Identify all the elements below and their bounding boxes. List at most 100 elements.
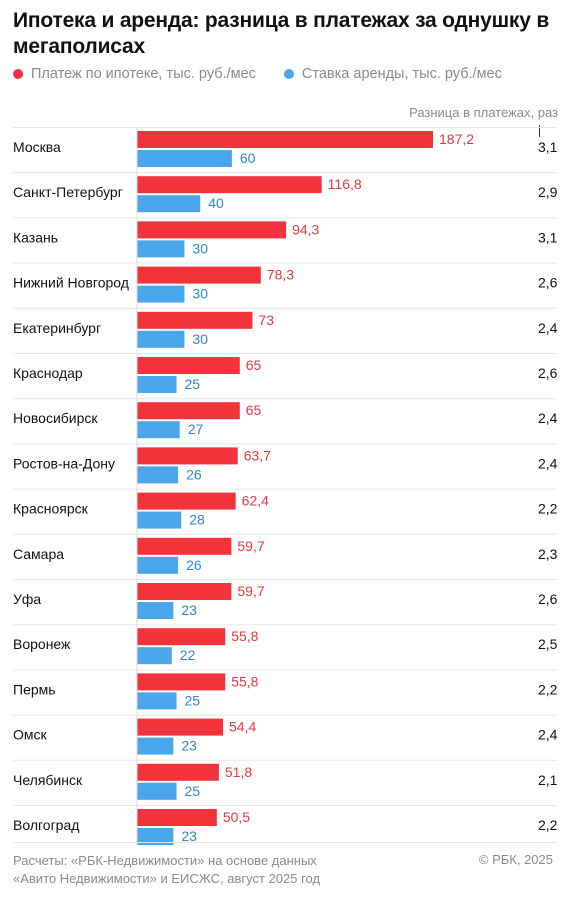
ratio-value-label: 2,4: [538, 455, 558, 471]
mortgage-bar: [137, 673, 226, 691]
mortgage-bar: [137, 763, 219, 781]
category-label: Новосибирск: [13, 410, 98, 426]
mortgage-value-label: 62,4: [242, 493, 269, 509]
mortgage-value-label: 187,2: [439, 131, 474, 147]
rent-bar: [137, 511, 182, 529]
ratio-value-label: 2,4: [538, 410, 558, 426]
mortgage-value-label: 59,7: [237, 538, 264, 554]
ratio-value-label: 2,5: [538, 636, 558, 652]
category-label: Екатеринбург: [13, 320, 101, 336]
footer-divider: [13, 842, 557, 843]
rent-bar: [137, 647, 172, 665]
rent-bar: [137, 782, 177, 800]
category-label: Казань: [13, 229, 58, 245]
category-label: Пермь: [13, 681, 56, 697]
category-label: Нижний Новгород: [13, 275, 129, 291]
rent-bar: [137, 240, 185, 258]
ratio-value-label: 3,1: [538, 139, 558, 155]
rent-value-label: 23: [181, 828, 197, 844]
rent-value-label: 25: [185, 376, 201, 392]
category-label: Краснодар: [13, 365, 83, 381]
ratio-value-label: 2,3: [538, 546, 558, 562]
mortgage-value-label: 55,8: [231, 673, 258, 689]
ratio-value-label: 2,2: [538, 817, 558, 833]
rent-value-label: 23: [181, 602, 197, 618]
mortgage-value-label: 65: [246, 402, 262, 418]
mortgage-bar: [137, 221, 287, 239]
ratio-value-label: 3,1: [538, 229, 558, 245]
category-label: Самара: [13, 546, 64, 562]
ratio-value-label: 2,6: [538, 591, 558, 607]
rent-bar: [137, 466, 179, 484]
mortgage-value-label: 78,3: [267, 267, 294, 283]
mortgage-value-label: 55,8: [231, 628, 258, 644]
source-note: Расчеты: «РБК-Недвижимости» на основе да…: [13, 853, 321, 886]
mortgage-value-label: 50,5: [223, 809, 250, 825]
mortgage-value-label: 94,3: [292, 221, 319, 237]
rent-value-label: 25: [185, 692, 201, 708]
mortgage-bar: [137, 402, 240, 420]
category-label: Волгоград: [13, 817, 79, 833]
rent-value-label: 25: [185, 783, 201, 799]
legend-item-rent: Ставка аренды, тыс. руб./мес: [283, 66, 502, 82]
category-label: Омск: [13, 727, 48, 743]
mortgage-bar: [137, 447, 238, 465]
mortgage-bar: [137, 628, 226, 646]
rent-bar: [137, 421, 180, 439]
rent-value-label: 23: [181, 738, 197, 754]
legend-label-rent: Ставка аренды, тыс. руб./мес: [301, 66, 502, 82]
rent-bar: [137, 285, 185, 303]
category-label: Уфа: [13, 591, 41, 607]
rent-value-label: 22: [180, 647, 196, 663]
category-label: Челябинск: [13, 772, 83, 788]
rent-value-label: 26: [186, 466, 202, 482]
mortgage-bar: [137, 131, 433, 148]
mortgage-bar: [137, 809, 217, 826]
ratio-value-label: 2,2: [538, 681, 558, 697]
rent-bar: [137, 330, 185, 348]
mortgage-bar: [137, 537, 232, 555]
ratio-value-label: 2,2: [538, 501, 558, 517]
chart-title: Ипотека и аренда: разница в платежах за …: [13, 9, 550, 58]
mortgage-bar: [137, 357, 240, 374]
rent-bar: [137, 195, 201, 213]
ratio-column-tick: [539, 125, 540, 137]
mortgage-value-label: 73: [258, 312, 274, 328]
ratio-value-label: 2,6: [538, 365, 558, 381]
rent-value-label: 30: [192, 286, 208, 302]
bar-chart: Москва 187,2 60 3,1 Санкт-Петербург 116,8 40 2,…: [13, 127, 558, 845]
rent-value-label: 27: [188, 421, 204, 437]
rent-value-label: 28: [189, 512, 205, 528]
legend-swatch-mortgage: [13, 69, 23, 79]
mortgage-bar: [137, 718, 224, 736]
rent-bar: [137, 376, 177, 393]
rent-bar: [137, 692, 177, 710]
ratio-value-label: 2,9: [538, 184, 558, 200]
category-label: Москва: [13, 139, 61, 155]
rent-value-label: 30: [192, 240, 208, 256]
category-label: Красноярск: [13, 501, 89, 517]
legend-label-mortgage: Платеж по ипотеке, тыс. руб./мес: [31, 66, 256, 82]
ratio-value-label: 2,6: [538, 275, 558, 291]
category-label: Ростов-на-Дону: [13, 455, 115, 471]
mortgage-bar: [137, 266, 261, 284]
mortgage-value-label: 59,7: [237, 583, 264, 599]
rent-value-label: 26: [186, 557, 202, 573]
mortgage-value-label: 65: [246, 357, 262, 373]
rent-bar: [137, 150, 232, 167]
mortgage-value-label: 63,7: [244, 447, 271, 463]
category-label: Воронеж: [13, 636, 71, 652]
copyright: © РБК, 2025: [478, 852, 553, 867]
mortgage-bar: [137, 583, 232, 600]
rent-bar: [137, 828, 174, 845]
mortgage-value-label: 51,8: [225, 764, 252, 780]
ratio-value-label: 2,4: [538, 320, 558, 336]
rent-bar: [137, 556, 179, 574]
ratio-column-header: Разница в платежах, раз: [409, 105, 558, 120]
ratio-value-label: 2,4: [538, 727, 558, 743]
rent-value-label: 60: [240, 150, 256, 166]
category-label: Санкт-Петербург: [13, 184, 123, 200]
legend-item-mortgage: Платеж по ипотеке, тыс. руб./мес: [13, 66, 256, 82]
legend: Платеж по ипотеке, тыс. руб./мес Ставка …: [13, 66, 526, 83]
ratio-value-label: 2,1: [538, 772, 558, 788]
